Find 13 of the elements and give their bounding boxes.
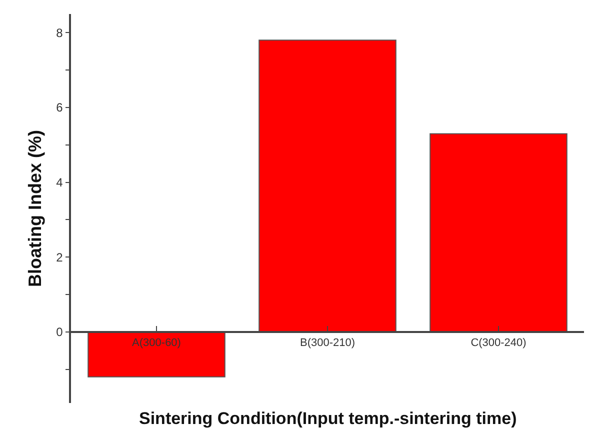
y-tick-label: 4 [56,176,64,190]
y-tick-label: 2 [56,250,64,264]
y-tick-label: 8 [56,26,64,40]
x-tick-label: C(300-240) [470,336,526,349]
x-tick-label: B(300-210) [300,336,356,349]
y-tick-label: 6 [56,100,64,115]
bar [430,133,568,332]
bar [258,40,396,332]
x-tick-label: A(300-60) [132,336,181,349]
bar [88,331,226,378]
y-tick-label: 0 [56,325,64,340]
y-axis-title: Bloating Index (%) [24,130,45,287]
x-axis-title: Sintering Condition(Input temp.-sintering time) [139,409,517,428]
